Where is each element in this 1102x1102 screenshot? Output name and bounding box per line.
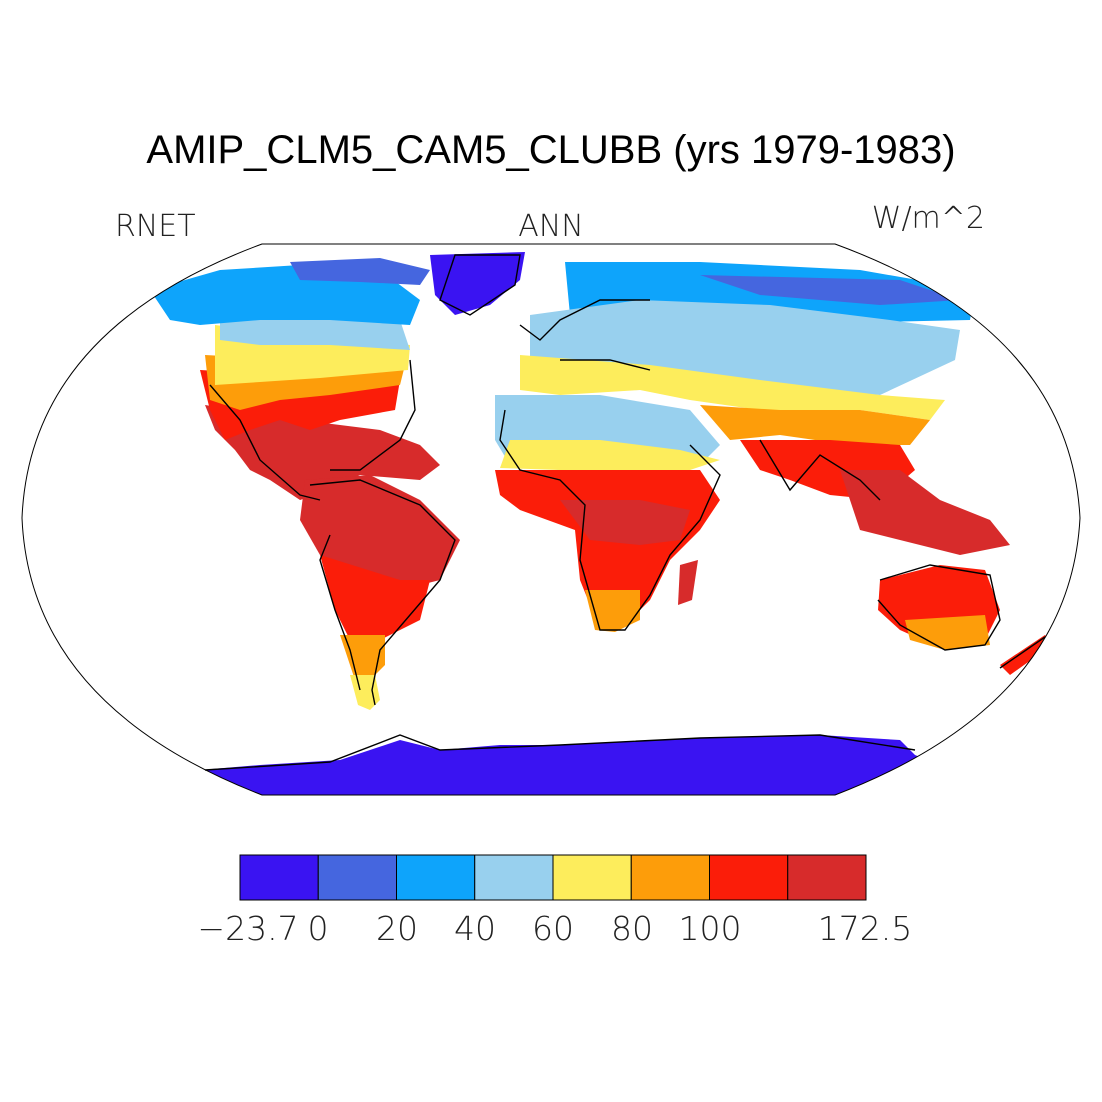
colorbar-tick-label: −23.7: [197, 909, 298, 948]
globe-outline: [21, 243, 1081, 796]
colorbar-labels: −23.7 0 20 40 60 80 100 172.5: [197, 909, 912, 948]
southeast-asia: [840, 470, 1010, 555]
canada-arctic: [290, 258, 430, 285]
eurasia-temperate: [520, 355, 945, 420]
siberia: [700, 275, 960, 305]
colorbar-swatch: [630, 854, 710, 901]
sahel-border: [500, 440, 720, 470]
colorbar-swatch: [474, 854, 554, 901]
chart-title: AMIP_CLM5_CAM5_CLUBB (yrs 1979-1983): [146, 128, 955, 172]
colorbar-tick-label: 40: [454, 909, 496, 948]
patagonia: [350, 675, 380, 710]
coastlines: [204, 254, 1046, 771]
south-asia-mid: [700, 405, 930, 445]
map: [21, 243, 1081, 796]
south-america-warm: [320, 555, 430, 640]
madagascar: [678, 560, 698, 605]
australia-south: [905, 615, 990, 650]
colorbar-tick-label: 20: [376, 909, 418, 948]
colorbar-swatch: [552, 854, 632, 901]
season-label: ANN: [518, 209, 583, 244]
variable-label: RNET: [115, 209, 196, 244]
colorbar-swatch: [709, 854, 789, 901]
colorbar-tick-label: 0: [308, 909, 329, 948]
units-label: W/m^2: [872, 201, 985, 236]
colorbar-tick-label: 80: [611, 909, 653, 948]
greenland: [430, 252, 525, 315]
land-field: [100, 252, 1052, 795]
colorbar-swatch: [239, 854, 319, 901]
colorbar-swatch: [787, 854, 867, 901]
colorbar: [239, 854, 867, 901]
central-africa: [560, 500, 690, 545]
southern-africa: [585, 590, 640, 632]
colorbar-tick-label: 60: [532, 909, 574, 948]
antarctica: [100, 735, 1000, 795]
colorbar-swatch: [396, 854, 476, 901]
new-zealand: [1000, 635, 1052, 675]
colorbar-swatch: [317, 854, 397, 901]
south-america-mid: [340, 635, 385, 680]
colorbar-tick-label: 172.5: [818, 909, 912, 948]
colorbar-tick-label: 100: [679, 909, 742, 948]
north-america-tropic: [205, 405, 440, 500]
